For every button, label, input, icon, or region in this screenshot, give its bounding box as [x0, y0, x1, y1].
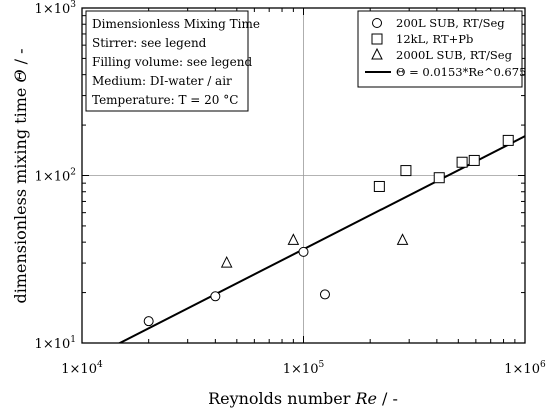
y-axis-label: dimensionless mixing time Θ / - [11, 48, 30, 303]
data-point-square [373, 180, 385, 192]
x-tick-labels: 1×104 1×105 1×106 [61, 360, 546, 377]
data-point-triangle [220, 255, 233, 268]
legend-label: 12kL, RT+Pb [396, 32, 473, 46]
legend-symbols [365, 18, 391, 73]
x-tick-label: 1×106 [504, 360, 546, 377]
data-point-square [433, 172, 445, 184]
data-point-circle [143, 316, 154, 327]
data-point-triangle [287, 233, 300, 245]
info-box-frame [85, 10, 249, 112]
y-tick-label: 1×103 [35, 0, 77, 17]
info-box-line: Temperature: T = 20 °C [92, 93, 238, 107]
legend-symbol-triangle [371, 47, 383, 60]
y-tick-labels: 1×101 1×102 1×103 [35, 0, 77, 352]
y-tick-label: 1×102 [35, 168, 76, 185]
data-point-square [400, 165, 412, 177]
gridlines [82, 8, 525, 343]
data-point-square [502, 134, 514, 146]
legend: 200L SUB, RT/Seg 12kL, RT+Pb 2000L SUB, … [357, 10, 526, 88]
x-tick-label: 1×104 [61, 360, 103, 377]
legend-label: 200L SUB, RT/Seg [396, 16, 505, 30]
data-markers [143, 134, 514, 327]
x-tick-label: 1×105 [283, 360, 325, 377]
legend-symbol-circle [372, 18, 382, 28]
info-box-line: Medium: DI-water / air [92, 74, 232, 88]
info-box: Dimensionless Mixing Time Stirrer: see l… [85, 10, 260, 112]
legend-label: 2000L SUB, RT/Seg [396, 48, 513, 62]
data-point-square [456, 156, 468, 168]
x-axis-label: Reynolds number Re / - [208, 389, 398, 408]
data-point-circle [298, 246, 309, 257]
legend-label: Θ = 0.0153*Re^0.675 [396, 65, 526, 79]
data-point-triangle [396, 233, 409, 245]
legend-symbol-square [371, 33, 383, 45]
data-point-circle [210, 291, 221, 302]
data-point-circle [319, 289, 330, 300]
info-box-line: Filling volume: see legend [92, 55, 252, 69]
info-box-line: Stirrer: see legend [92, 36, 207, 50]
y-tick-label: 1×101 [35, 335, 76, 352]
data-point-square [468, 154, 480, 166]
legend-frame [357, 10, 523, 88]
info-box-line: Dimensionless Mixing Time [92, 17, 260, 31]
